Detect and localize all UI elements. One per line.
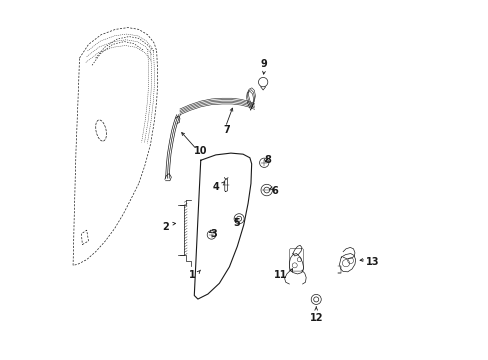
Text: 3: 3 (210, 229, 217, 239)
Text: 2: 2 (162, 222, 169, 231)
Text: 4: 4 (212, 182, 219, 192)
Text: 11: 11 (273, 270, 287, 280)
Text: 6: 6 (271, 186, 278, 196)
Text: 13: 13 (366, 257, 379, 267)
Text: 12: 12 (309, 313, 322, 323)
Text: 10: 10 (194, 146, 207, 156)
Text: 9: 9 (260, 59, 267, 69)
Text: 1: 1 (189, 270, 196, 280)
Text: 5: 5 (233, 218, 240, 228)
Text: 7: 7 (223, 125, 229, 135)
Text: 8: 8 (264, 155, 270, 165)
